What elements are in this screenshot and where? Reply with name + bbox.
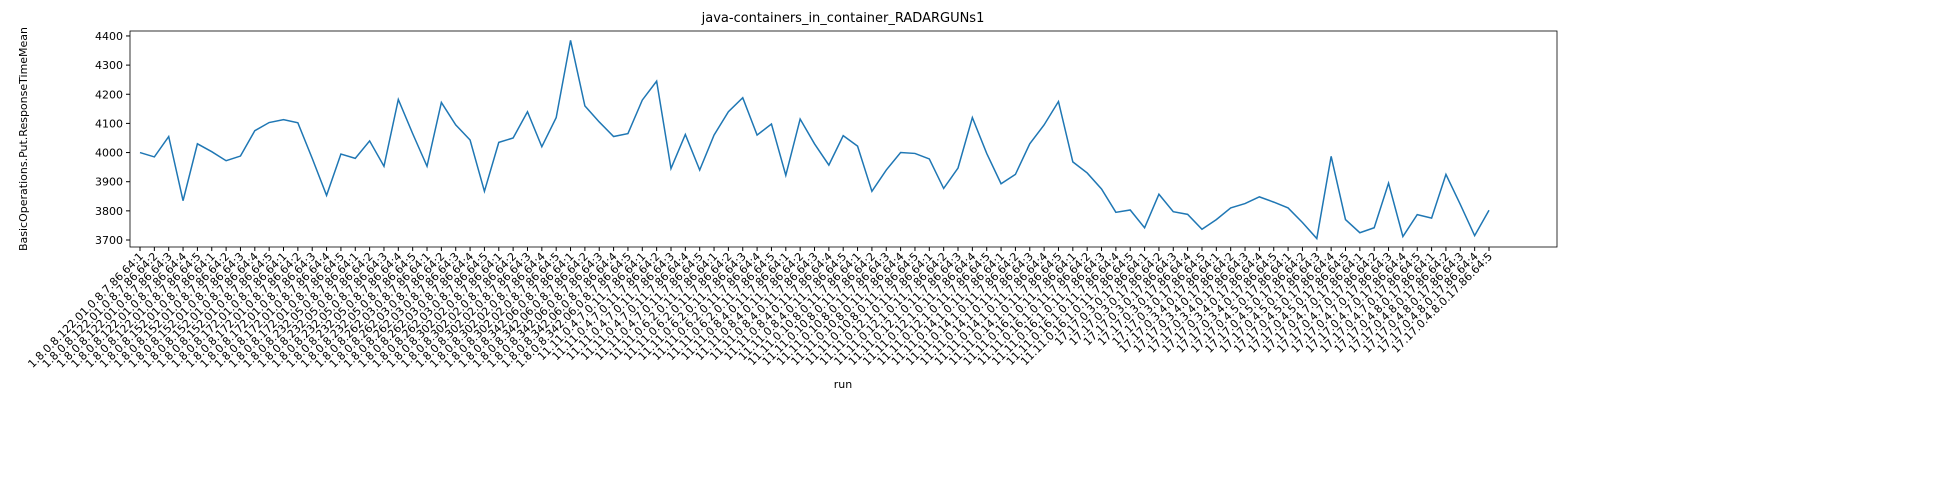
y-tick-label: 4200 [95,88,123,101]
y-tick-label: 4000 [95,147,123,160]
plot-frame [129,30,1558,248]
line-series [139,40,1490,241]
y-tick-label: 4400 [95,30,123,43]
chart-title: java-containers_in_container_RADARGUNs1 [701,11,985,26]
y-tick-label: 3700 [95,234,123,247]
y-tick-label: 4100 [95,117,123,130]
y-tick-label: 4300 [95,59,123,72]
x-axis-label: run [834,378,852,391]
y-axis-label: BasicOperations.Put.ResponseTimeMean [17,27,30,251]
y-tick-label: 3900 [95,176,123,189]
y-tick-label: 3800 [95,205,123,218]
